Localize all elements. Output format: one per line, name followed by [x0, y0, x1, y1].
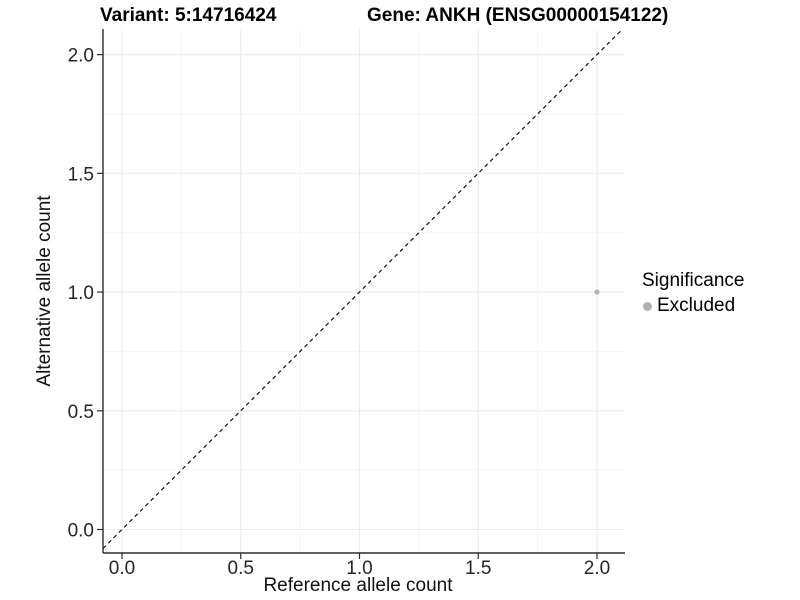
- y-tick-label: 1.0: [68, 283, 94, 304]
- data-point: [594, 289, 600, 295]
- legend-item-label: Excluded: [657, 295, 736, 316]
- y-axis-title: Alternative allele count: [34, 195, 55, 387]
- y-tick-label: 2.0: [68, 46, 94, 67]
- x-axis-title: Reference allele count: [263, 575, 453, 596]
- x-tick-label: 0.0: [109, 558, 135, 579]
- x-tick-label: 2.0: [584, 558, 610, 579]
- plot-title-gene: Gene: ANKH (ENSG00000154122): [367, 5, 669, 26]
- y-tick-label: 0.5: [68, 402, 94, 423]
- legend-item-excluded: Excluded: [642, 295, 744, 317]
- y-tick-label: 0.0: [68, 520, 94, 541]
- y-tick-label: 1.5: [68, 164, 94, 185]
- legend: Significance Excluded: [642, 270, 744, 317]
- plot-title-variant: Variant: 5:14716424: [100, 5, 277, 26]
- identity-line: [102, 28, 624, 549]
- x-tick-label: 0.5: [228, 558, 254, 579]
- x-tick-label: 1.0: [346, 558, 372, 579]
- legend-title: Significance: [642, 270, 745, 291]
- x-tick-label: 1.5: [465, 558, 491, 579]
- legend-point-swatch: [643, 301, 652, 311]
